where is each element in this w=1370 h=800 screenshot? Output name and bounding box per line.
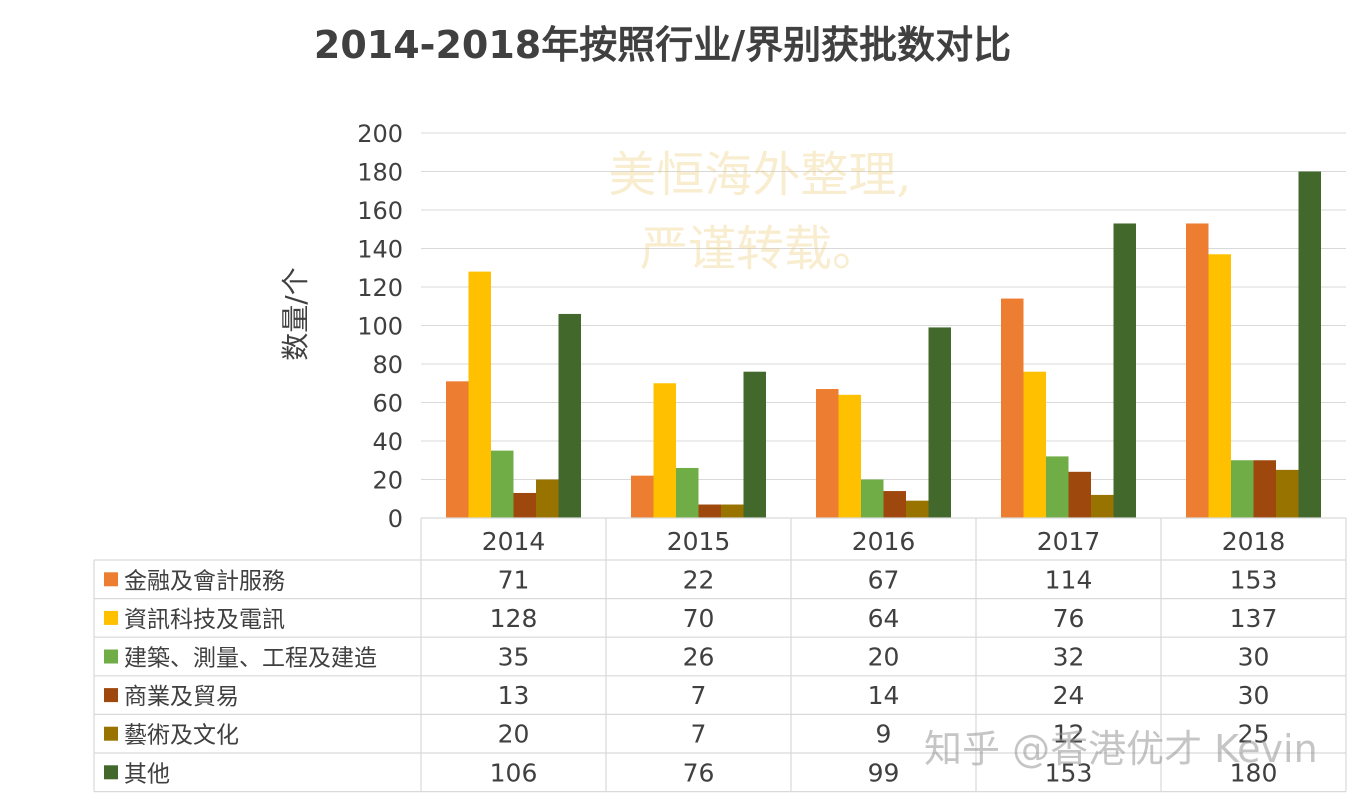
bar	[1091, 494, 1114, 518]
y-tick-label: 100	[357, 313, 403, 341]
bar	[513, 492, 536, 518]
table-value: 7	[691, 720, 707, 749]
table-value: 14	[868, 681, 900, 710]
table-value: 137	[1230, 604, 1278, 633]
bar	[816, 389, 839, 518]
table-value: 20	[498, 720, 530, 749]
legend-label: 其他	[124, 761, 170, 787]
table-value: 106	[490, 758, 538, 787]
bar	[928, 327, 951, 518]
chart-title: 2014-2018年按照行业/界别获批数对比	[313, 23, 1012, 67]
legend-label: 商業及貿易	[124, 684, 239, 710]
y-tick-label: 40	[372, 428, 403, 456]
y-tick-label: 80	[372, 351, 403, 379]
bar	[743, 371, 766, 518]
x-tick-label: 2018	[1222, 527, 1286, 556]
bars	[446, 171, 1321, 518]
bar	[631, 475, 654, 518]
table-value: 99	[868, 758, 900, 787]
x-tick-label: 2014	[482, 527, 546, 556]
bar	[1298, 171, 1321, 518]
bar	[676, 467, 699, 518]
table-value: 13	[498, 681, 530, 710]
table-value: 64	[868, 604, 900, 633]
table-value: 180	[1230, 758, 1278, 787]
legend-swatch	[104, 726, 118, 741]
zhihu-watermark: 知乎 @香港优才 Kevin	[924, 727, 1318, 771]
table-value: 71	[498, 565, 530, 594]
table-value: 76	[1053, 604, 1085, 633]
legend-label: 建築、測量、工程及建造	[124, 646, 377, 672]
bar	[906, 500, 929, 518]
bar	[883, 491, 906, 518]
table-value: 30	[1238, 643, 1270, 672]
table-value: 9	[876, 720, 892, 749]
table-value: 24	[1053, 681, 1085, 710]
legend-swatch	[104, 765, 118, 780]
table-value: 32	[1053, 643, 1085, 672]
bar	[468, 271, 491, 518]
bar	[721, 504, 744, 518]
table-value: 35	[498, 643, 530, 672]
legend-label: 藝術及文化	[124, 723, 239, 749]
y-tick-label: 140	[357, 236, 403, 264]
bar	[536, 479, 559, 518]
bar	[1276, 469, 1299, 518]
bar	[1023, 371, 1046, 518]
table-value: 128	[490, 604, 538, 633]
legend-swatch	[104, 572, 118, 587]
watermark-line-1: 美恒海外整理,	[608, 147, 912, 203]
x-tick-label: 2017	[1037, 527, 1101, 556]
y-tick-label: 120	[357, 274, 403, 302]
bar	[838, 394, 861, 518]
y-tick-label: 200	[357, 120, 403, 148]
table-value: 76	[683, 758, 715, 787]
bar	[446, 381, 469, 518]
legend-swatch	[104, 649, 118, 664]
table-value: 114	[1045, 565, 1093, 594]
y-axis-label: 数量/个	[279, 267, 312, 360]
table-value: 153	[1045, 758, 1093, 787]
bar	[698, 504, 721, 518]
table-value: 20	[868, 643, 900, 672]
bar	[1001, 298, 1024, 518]
table-value: 67	[868, 565, 900, 594]
x-tick-label: 2016	[852, 527, 916, 556]
bar	[1186, 223, 1209, 518]
watermark-text: 美恒海外整理, 严谨转载。	[560, 138, 960, 286]
legend-swatch	[104, 688, 118, 703]
y-tick-label: 60	[372, 390, 403, 418]
table-value: 12	[1053, 720, 1085, 749]
y-axis: 0 20 40 60 80 100 120 140 160 180 200	[357, 120, 403, 533]
bar	[1046, 456, 1069, 518]
bar	[1208, 254, 1231, 518]
table-value: 30	[1238, 681, 1270, 710]
legend-label: 資訊科技及電訊	[124, 607, 285, 633]
bar	[1231, 460, 1254, 518]
legend-label: 金融及會計服務	[124, 568, 285, 594]
bar	[653, 383, 676, 518]
bar	[491, 450, 514, 518]
y-tick-label: 0	[388, 505, 403, 533]
bar	[861, 479, 884, 518]
watermark-line-2: 严谨转载。	[639, 221, 880, 277]
bar	[558, 313, 581, 518]
legend-swatch	[104, 610, 118, 625]
y-tick-label: 180	[357, 159, 403, 187]
bar	[1113, 223, 1136, 518]
table-value: 7	[691, 681, 707, 710]
x-tick-label: 2015	[667, 527, 731, 556]
table-value: 25	[1238, 720, 1270, 749]
table-value: 22	[683, 565, 715, 594]
y-tick-label: 160	[357, 197, 403, 225]
table-value: 26	[683, 643, 715, 672]
table-value: 153	[1230, 565, 1278, 594]
bar	[1253, 460, 1276, 518]
table-value: 70	[683, 604, 715, 633]
y-tick-label: 20	[372, 467, 403, 495]
bar	[1068, 471, 1091, 518]
